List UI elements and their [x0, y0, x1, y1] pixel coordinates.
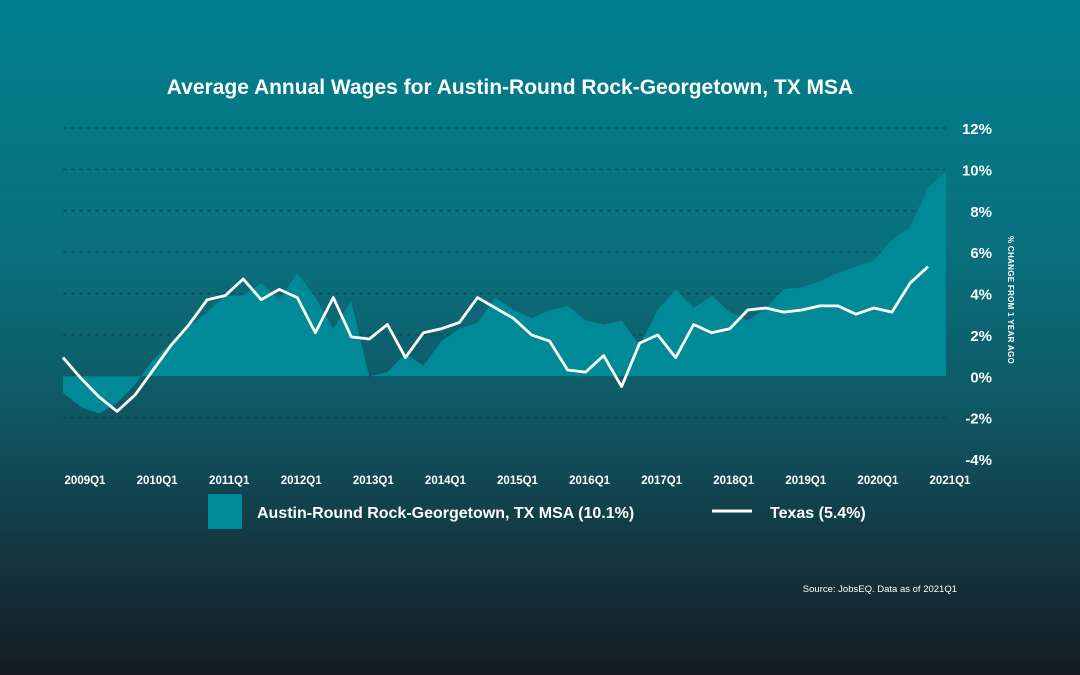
x-tick-label: 2015Q1 [497, 475, 539, 487]
x-tick-label: 2010Q1 [137, 475, 179, 487]
x-tick-label: 2019Q1 [785, 475, 827, 487]
y-tick-label: 4% [970, 287, 992, 304]
legend: Austin-Round Rock-Georgetown, TX MSA (10… [208, 494, 866, 529]
x-tick-label: 2016Q1 [569, 475, 611, 487]
y-tick-label: 10% [962, 162, 992, 179]
y-tick-label: -4% [965, 452, 992, 469]
x-tick-label: 2011Q1 [209, 475, 250, 487]
legend-label-msa: Austin-Round Rock-Georgetown, TX MSA (10… [257, 505, 634, 522]
x-axis-ticks: 2009Q1 2010Q1 2011Q1 2012Q1 2013Q1 2014Q1 2015… [65, 475, 972, 487]
msa-area-path [63, 171, 946, 414]
texas-line-path [61, 265, 929, 413]
x-tick-label: 2014Q1 [425, 475, 467, 487]
x-tick-label: 2017Q1 [641, 475, 683, 487]
x-tick-label: 2009Q1 [65, 475, 107, 487]
legend-label-texas: Texas (5.4%) [770, 505, 866, 522]
y-axis-ticks: 12% 10% 8% 6% 4% 2% 0% -2% -4% [962, 121, 992, 469]
y-tick-label: -2% [965, 411, 992, 428]
x-tick-label: 2020Q1 [857, 475, 899, 487]
y-tick-label: 8% [970, 204, 992, 221]
y-tick-label: 0% [970, 369, 992, 386]
y-axis-label: % CHANGE FROM 1 YEAR AGO [1006, 236, 1015, 364]
legend-swatch-msa [208, 494, 242, 529]
x-tick-label: 2018Q1 [713, 475, 755, 487]
source-note: Source: JobsEQ. Data as of 2021Q1 [803, 584, 957, 595]
x-tick-label: 2012Q1 [281, 475, 323, 487]
y-tick-label: 2% [970, 328, 992, 345]
y-tick-label: 6% [970, 245, 992, 262]
x-tick-label: 2021Q1 [930, 475, 972, 487]
chart-title: Average Annual Wages for Austin-Round Ro… [167, 76, 853, 99]
texas-line-series [61, 265, 929, 413]
x-tick-label: 2013Q1 [353, 475, 395, 487]
y-tick-label: 12% [962, 121, 992, 138]
msa-area-series [63, 171, 946, 414]
